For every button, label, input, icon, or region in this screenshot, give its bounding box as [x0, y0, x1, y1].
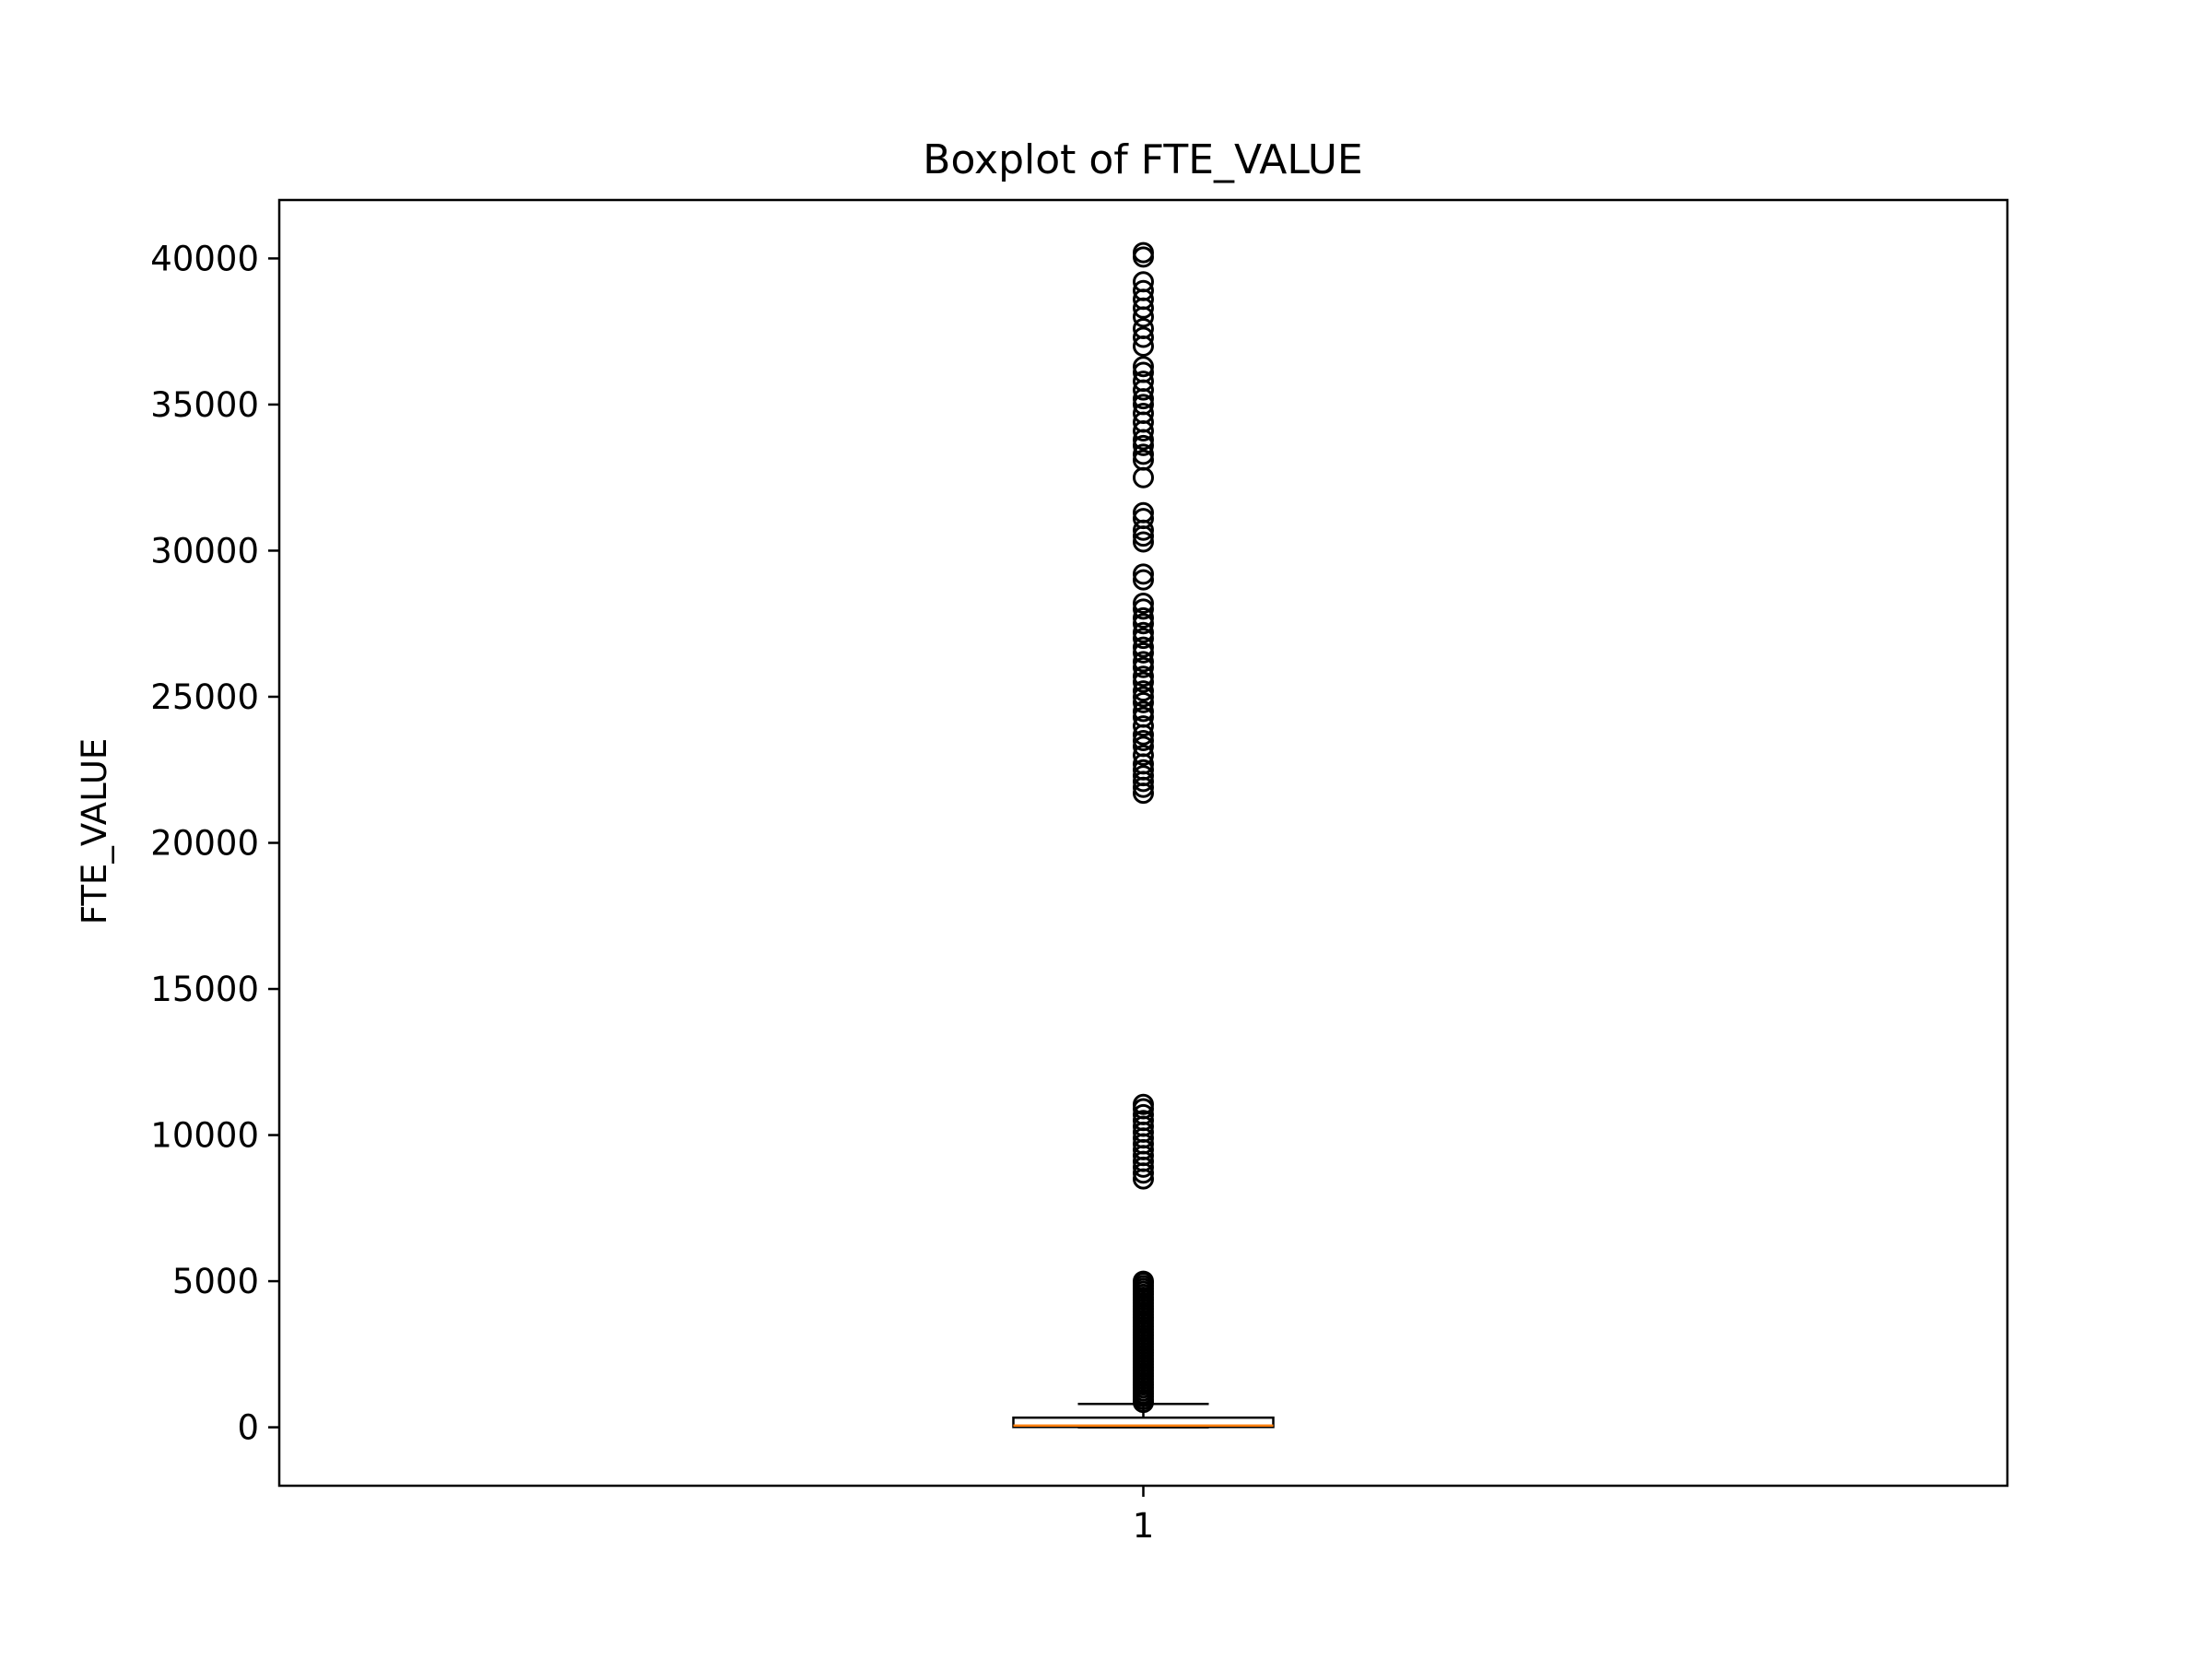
chart-title: Boxplot of FTE_VALUE [923, 136, 1362, 183]
outlier-point [1133, 318, 1154, 339]
x-tick-label: 1 [1133, 1506, 1155, 1546]
outlier-point [1133, 569, 1154, 591]
outlier-point [1133, 449, 1154, 471]
y-tick-label: 5000 [172, 1262, 259, 1301]
outlier-point [1133, 680, 1154, 702]
y-tick-label: 10000 [150, 1116, 259, 1156]
outlier-point [1133, 1093, 1154, 1115]
interquartile-box [1012, 1416, 1275, 1429]
outlier-point [1133, 691, 1154, 713]
y-tick-label: 0 [237, 1408, 259, 1448]
outlier-point [1133, 686, 1154, 708]
y-tick-label: 20000 [150, 824, 259, 864]
outlier-point [1133, 279, 1154, 301]
outlier-point [1133, 434, 1154, 456]
y-axis-ticks: 0 5000 10000 15000 20000 25000 30000 35000 40000 [150, 239, 279, 1448]
outlier-point [1133, 531, 1154, 553]
outlier-point [1133, 651, 1154, 673]
outlier-point [1133, 735, 1154, 758]
outlier-point [1133, 443, 1154, 465]
outlier-point [1133, 671, 1154, 693]
outlier-point [1133, 759, 1154, 781]
y-tick-label: 15000 [150, 970, 259, 1009]
outlier-point [1133, 700, 1154, 723]
outlier-point [1133, 356, 1154, 378]
outlier-point [1133, 706, 1154, 728]
outlier-point [1133, 593, 1154, 615]
y-tick-label: 30000 [150, 531, 259, 571]
outlier-point [1133, 656, 1154, 678]
outlier-point [1133, 715, 1154, 737]
outlier-point [1133, 621, 1154, 643]
outlier-point [1133, 606, 1154, 629]
outlier-point [1133, 765, 1154, 787]
outlier-point [1133, 641, 1154, 664]
outlier-point [1133, 1270, 1154, 1292]
outlier-point [1133, 665, 1154, 688]
outlier-point [1133, 1103, 1154, 1125]
outlier-point [1133, 1110, 1154, 1132]
outlier-point [1133, 598, 1154, 620]
outlier-point [1133, 744, 1154, 766]
outlier-point [1133, 271, 1154, 293]
y-tick-label: 40000 [150, 239, 259, 278]
y-axis-label: FTE_VALUE [75, 738, 114, 925]
outlier-point [1133, 402, 1154, 424]
outlier-point [1133, 394, 1154, 416]
outlier-point [1133, 371, 1154, 393]
y-tick-label: 35000 [150, 385, 259, 425]
outlier-point [1133, 563, 1154, 585]
outlier-points [1133, 241, 1154, 1414]
outlier-point [1133, 241, 1154, 264]
outlier-point [1133, 628, 1154, 650]
outlier-point [1133, 326, 1154, 348]
outlier-point [1133, 613, 1154, 635]
plot-area-frame [277, 198, 2009, 1488]
x-axis-ticks: 1 [1133, 1486, 1155, 1546]
outlier-point [1133, 636, 1154, 658]
y-tick-label: 25000 [150, 677, 259, 717]
outlier-point [1133, 508, 1154, 530]
outlier-point [1133, 730, 1154, 752]
outlier-point [1133, 361, 1154, 383]
outlier-point [1133, 501, 1154, 524]
